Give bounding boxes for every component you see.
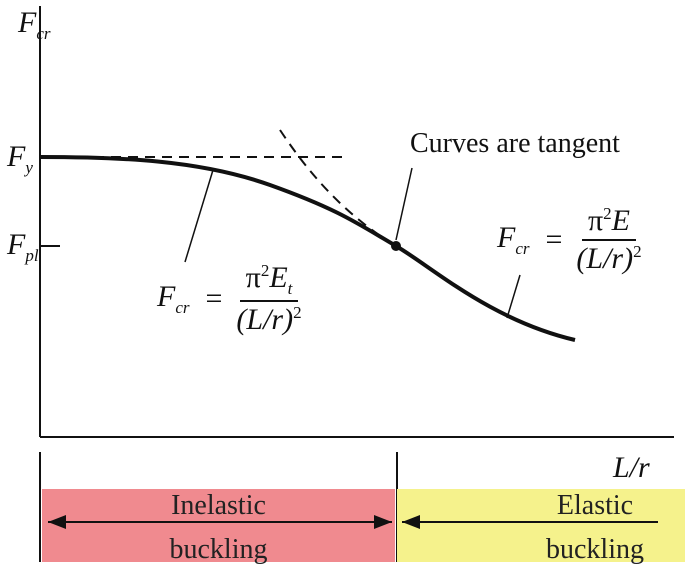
inelastic-eq-equals: = [205,281,223,315]
elastic-region-label: Elastic buckling [520,490,670,566]
inelastic-label-line2: buckling [169,534,268,566]
elastic-eq-lhs: Fcr [497,220,530,258]
inelastic-label-line1: Inelastic [171,490,266,521]
elastic-eq-fraction: π2E (L/r)2 [576,205,641,274]
tangent-point [391,241,401,251]
fy-label: Fy [7,140,33,177]
elastic-eq-numerator: π2E [582,205,636,241]
y-axis-label: Fcr [18,6,51,43]
inelastic-eq-denominator: (L/r)2 [236,302,302,336]
inelastic-leader [184,169,214,263]
elastic-label-line2: buckling [546,534,644,566]
inelastic-region-label: Inelastic buckling [42,490,395,566]
elastic-leader [506,274,521,319]
elastic-equation: Fcr = π2E (L/r)2 [497,205,642,274]
tangent-leader [395,167,413,241]
inelastic-region-band [42,489,395,562]
inelastic-eq-lhs: Fcr [157,279,190,317]
elastic-region-band [397,489,685,562]
inelastic-equation: Fcr = π2Et (L/r)2 [157,262,302,336]
x-axis-label: L/r [613,451,650,484]
elastic-label-line1: Elastic [556,490,634,521]
fpl-label: Fpl [7,228,39,265]
elastic-eq-denominator: (L/r)2 [576,241,642,275]
tangent-annotation: Curves are tangent [410,128,620,159]
euler-dashed-extension [279,129,397,247]
column-strength-curve [39,155,576,342]
inelastic-eq-fraction: π2Et (L/r)2 [236,262,302,336]
inelastic-eq-numerator: π2Et [239,262,299,302]
elastic-eq-equals: = [545,222,563,256]
